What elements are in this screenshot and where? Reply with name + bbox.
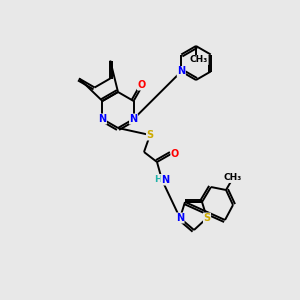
Text: O: O	[171, 149, 179, 159]
Text: S: S	[146, 130, 154, 140]
Text: N: N	[161, 175, 169, 185]
Text: H: H	[154, 175, 162, 184]
Text: N: N	[177, 67, 185, 76]
Text: N: N	[176, 213, 184, 223]
Text: N: N	[130, 114, 138, 124]
Text: CH₃: CH₃	[224, 173, 242, 182]
Text: S: S	[203, 213, 211, 223]
Text: CH₃: CH₃	[190, 56, 208, 64]
Text: O: O	[137, 80, 146, 90]
Text: N: N	[98, 114, 106, 124]
